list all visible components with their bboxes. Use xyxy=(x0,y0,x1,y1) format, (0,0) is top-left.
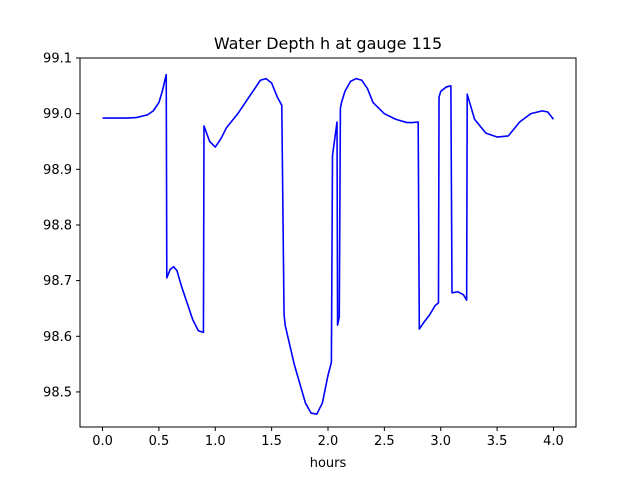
y-tick-label: 98.9 xyxy=(43,163,72,178)
y-tick-label: 99.0 xyxy=(43,107,72,122)
x-tick-label: 2.5 xyxy=(374,434,395,449)
y-tick-label: 98.6 xyxy=(43,330,72,345)
y-tick-label: 98.8 xyxy=(43,218,72,233)
plot-area xyxy=(102,73,555,416)
x-tick-label: 0.0 xyxy=(92,434,113,449)
x-tick-label: 2.0 xyxy=(318,434,339,449)
series-line-0 xyxy=(102,73,555,416)
axis-ticks: 0.0 0.5 1.0 1.5 2.0 2.5 3.0 3.5 4.0 98.5 98.6 98.7 9… xyxy=(43,52,564,450)
x-tick-label: 1.0 xyxy=(205,434,226,449)
x-tick-label: 3.0 xyxy=(430,434,451,449)
x-axis-label: hours xyxy=(310,456,347,471)
axes-frame xyxy=(79,57,577,428)
chart-title: Water Depth h at gauge 115 xyxy=(214,34,442,53)
x-tick-label: 4.0 xyxy=(543,434,564,449)
y-tick-label: 98.5 xyxy=(43,385,72,400)
x-tick-label: 3.5 xyxy=(487,434,508,449)
x-tick-label: 0.5 xyxy=(149,434,170,449)
y-tick-label: 99.1 xyxy=(43,52,72,67)
y-tick-label: 98.7 xyxy=(43,274,72,289)
x-tick-label: 1.5 xyxy=(261,434,282,449)
